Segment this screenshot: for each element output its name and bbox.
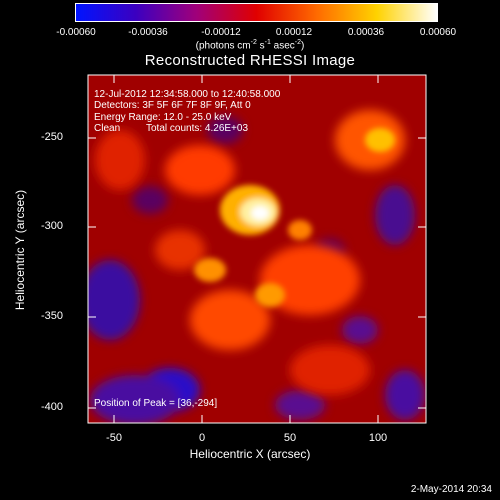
colorbar-units: (photons cm-2 s-1 asec-2) bbox=[195, 39, 305, 52]
colorbar-tick-label: 0.00036 bbox=[347, 27, 385, 38]
plot-frame bbox=[87, 74, 427, 424]
colorbar-tick-label: 0.00012 bbox=[275, 27, 313, 38]
y-tick-label: -400 bbox=[40, 401, 63, 413]
info-time-range: 12-Jul-2012 12:34:58.000 to 12:40:58.000 bbox=[94, 89, 281, 100]
x-tick-label: 100 bbox=[368, 432, 388, 444]
colorbar bbox=[75, 3, 438, 22]
y-tick-label: -350 bbox=[40, 310, 63, 322]
colorbar-tick-label: -0.00060 bbox=[56, 27, 96, 38]
y-tick-label: -250 bbox=[40, 131, 63, 143]
solar-image bbox=[88, 75, 426, 423]
x-tick-label: -50 bbox=[106, 432, 122, 444]
info-clean: Clean bbox=[94, 123, 121, 134]
y-axis-ticks bbox=[88, 137, 426, 409]
colorbar-tick-label: 0.00060 bbox=[419, 27, 457, 38]
timestamp: 2-May-2014 20:34 bbox=[410, 484, 492, 495]
y-axis-label: Heliocentric Y (arcsec) bbox=[13, 190, 27, 310]
info-energy-range: Energy Range: 12.0 - 25.0 keV bbox=[94, 112, 232, 123]
x-tick-label: 0 bbox=[198, 432, 206, 444]
info-peak-position: Position of Peak = [36,-294] bbox=[94, 398, 218, 409]
info-total-counts: Total counts: 4.26E+03 bbox=[146, 123, 249, 134]
colorbar-tick-label: -0.00036 bbox=[128, 27, 168, 38]
plot-title: Reconstructed RHESSI Image bbox=[144, 52, 356, 69]
info-detectors: Detectors: 3F 5F 6F 7F 8F 9F, Att 0 bbox=[94, 100, 251, 111]
x-tick-label: 50 bbox=[283, 432, 297, 444]
x-axis-label: Heliocentric X (arcsec) bbox=[189, 447, 311, 461]
x-axis-ticks bbox=[113, 75, 379, 423]
y-tick-label: -300 bbox=[40, 220, 63, 232]
colorbar-tick-label: -0.00012 bbox=[201, 27, 241, 38]
